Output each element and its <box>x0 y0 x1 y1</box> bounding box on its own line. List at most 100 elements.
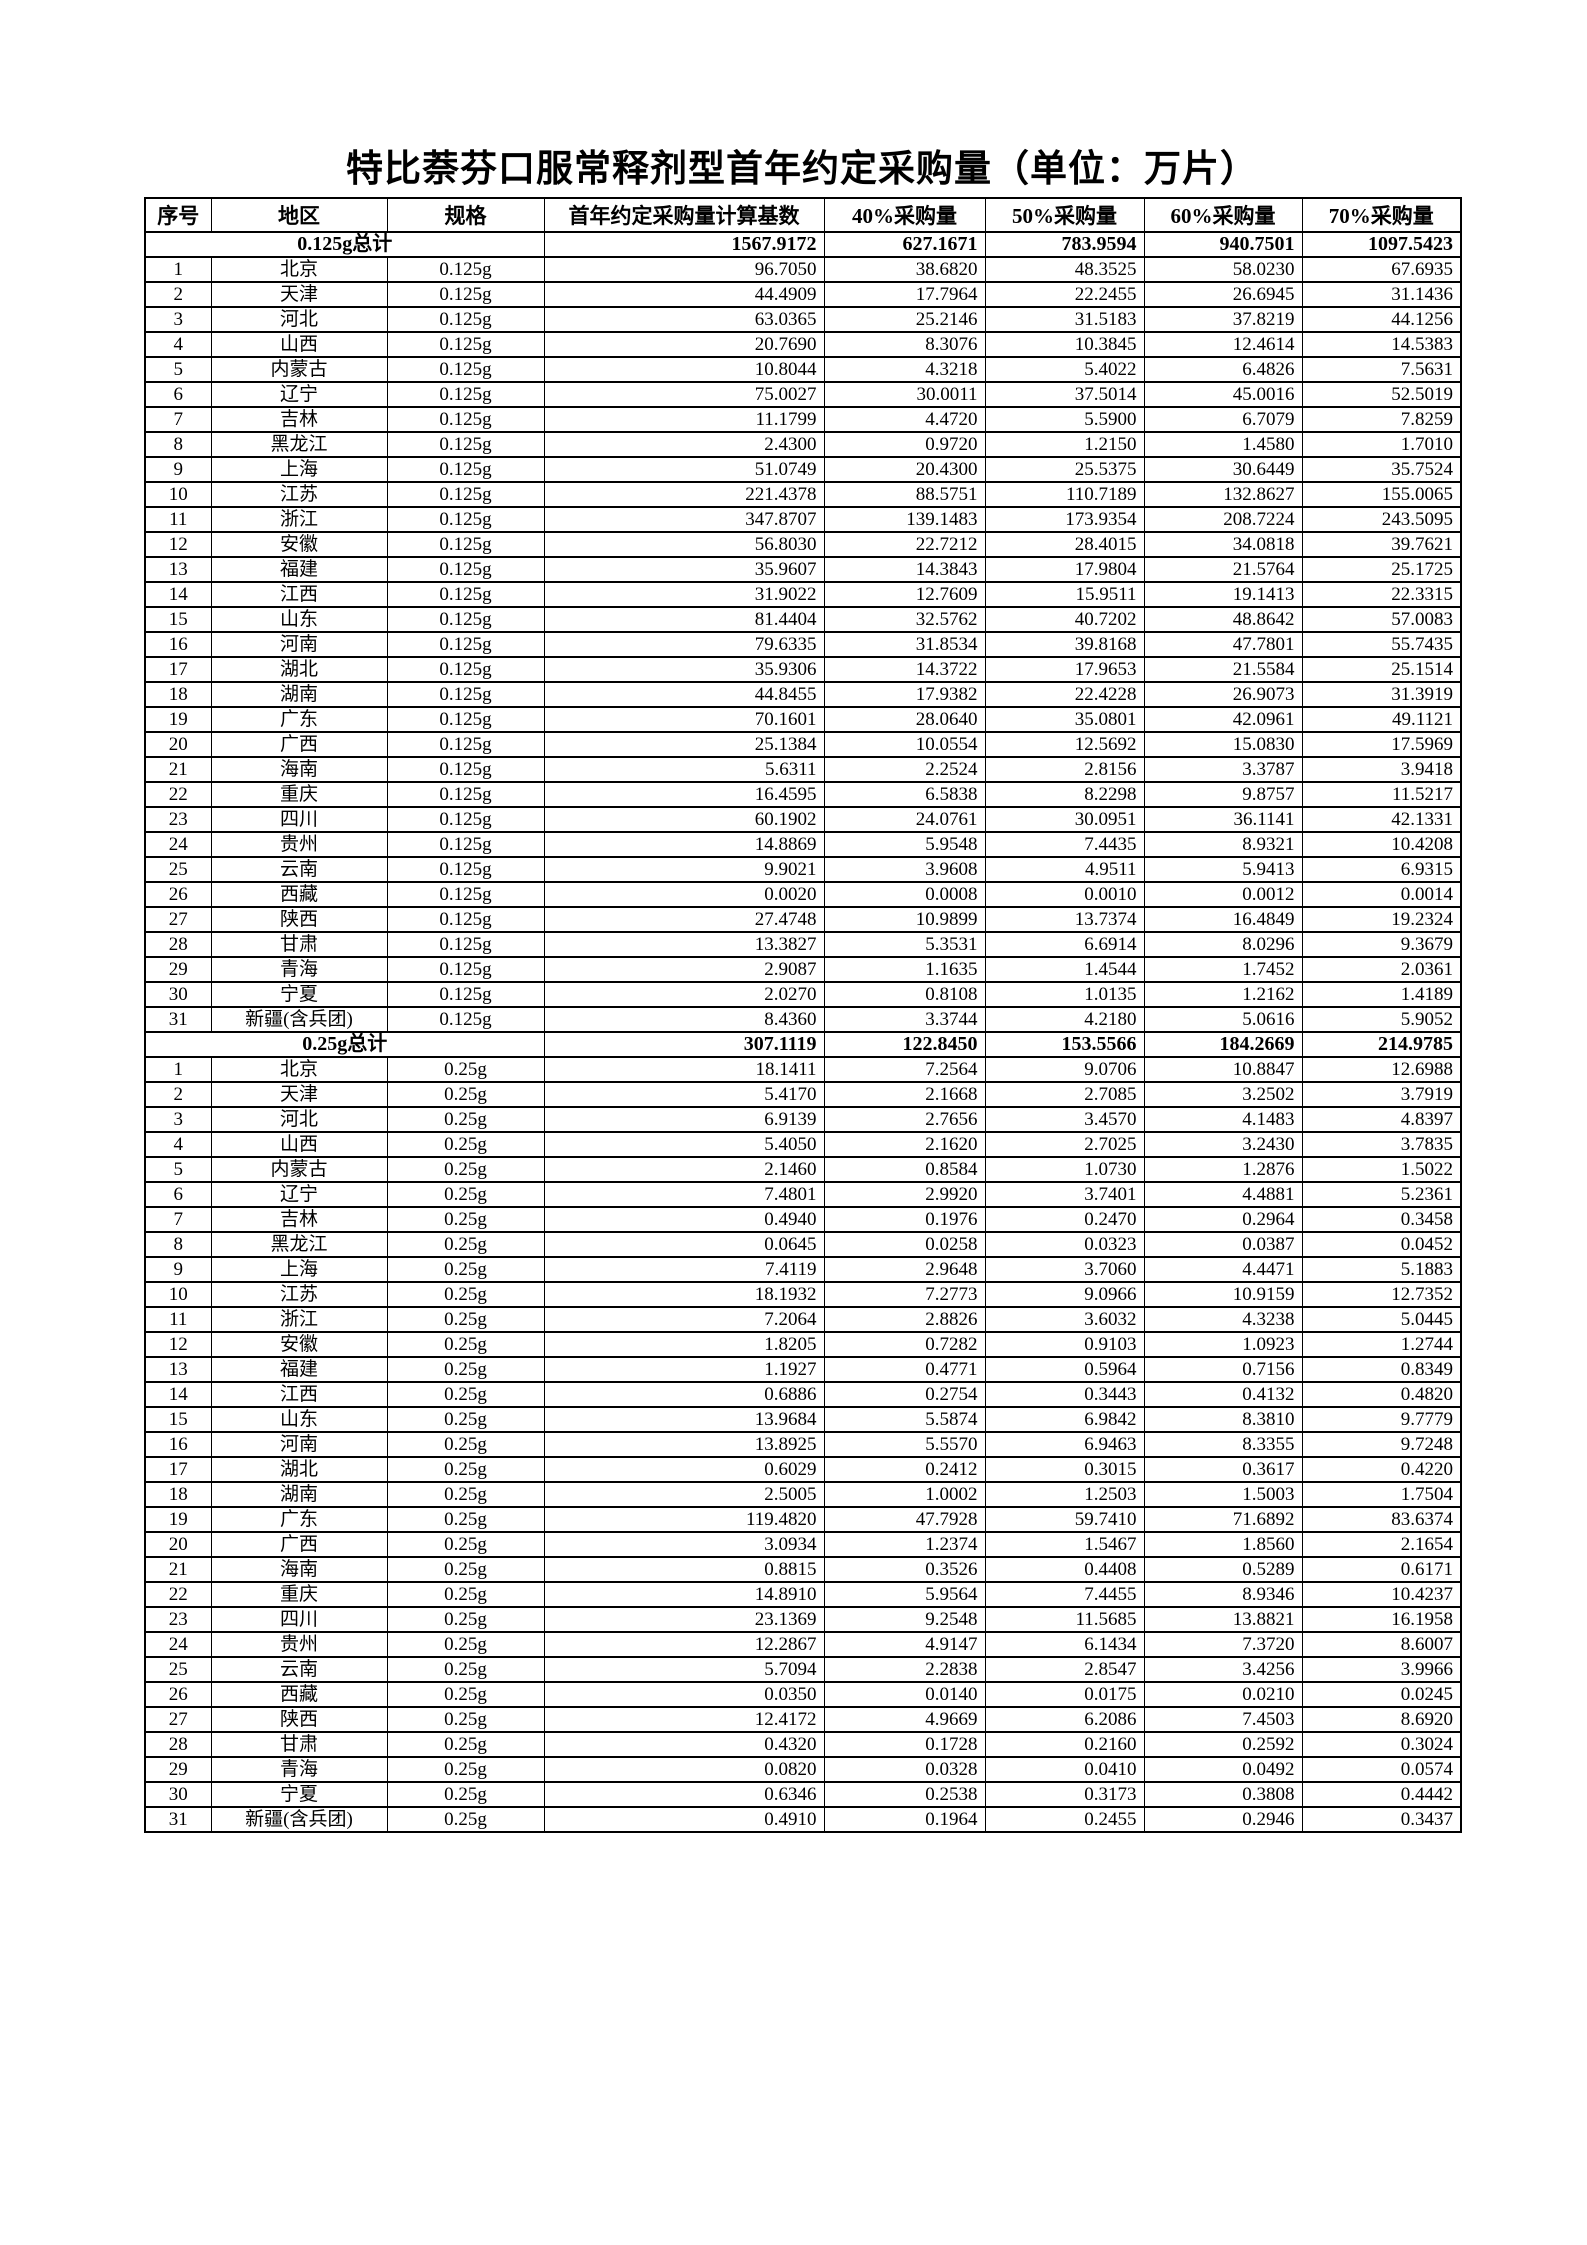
cell-60pct: 0.0387 <box>1143 1231 1303 1258</box>
cell-spec: 0.25g <box>386 1781 545 1808</box>
cell-seq: 20 <box>144 1531 212 1558</box>
cell-70pct: 0.0574 <box>1301 1756 1462 1783</box>
cell-50pct: 0.2455 <box>984 1806 1145 1833</box>
summary-value: 1567.9172 <box>543 231 825 258</box>
cell-seq: 22 <box>144 1581 212 1608</box>
cell-40pct: 139.1483 <box>823 506 986 533</box>
cell-40pct: 0.1964 <box>823 1806 986 1833</box>
cell-spec: 0.125g <box>386 806 545 833</box>
cell-region: 安徽 <box>210 1331 388 1358</box>
cell-50pct: 11.5685 <box>984 1606 1145 1633</box>
cell-base-qty: 0.8815 <box>543 1556 825 1583</box>
summary-value: 783.9594 <box>984 231 1145 258</box>
cell-spec: 0.25g <box>386 1681 545 1708</box>
cell-40pct: 1.2374 <box>823 1531 986 1558</box>
cell-70pct: 0.0452 <box>1301 1231 1462 1258</box>
cell-seq: 3 <box>144 306 212 333</box>
cell-50pct: 0.3443 <box>984 1381 1145 1408</box>
cell-base-qty: 51.0749 <box>543 456 825 483</box>
cell-50pct: 0.2470 <box>984 1206 1145 1233</box>
table-row: 13 福建 0.25g 1.1927 0.4771 0.5964 0.7156 0.8349 <box>144 1356 1462 1383</box>
cell-60pct: 19.1413 <box>1143 581 1303 608</box>
cell-40pct: 8.3076 <box>823 331 986 358</box>
cell-region: 吉林 <box>210 1206 388 1233</box>
cell-70pct: 42.1331 <box>1301 806 1462 833</box>
cell-seq: 24 <box>144 1631 212 1658</box>
cell-70pct: 2.0361 <box>1301 956 1462 983</box>
cell-spec: 0.25g <box>386 1231 545 1258</box>
cell-60pct: 6.4826 <box>1143 356 1303 383</box>
cell-base-qty: 5.4170 <box>543 1081 825 1108</box>
cell-seq: 22 <box>144 781 212 808</box>
cell-40pct: 28.0640 <box>823 706 986 733</box>
cell-region: 新疆(含兵团) <box>210 1806 388 1833</box>
header-cell: 40%采购量 <box>823 197 986 233</box>
cell-40pct: 0.3526 <box>823 1556 986 1583</box>
cell-70pct: 16.1958 <box>1301 1606 1462 1633</box>
cell-40pct: 1.0002 <box>823 1481 986 1508</box>
cell-seq: 28 <box>144 931 212 958</box>
table-row: 29 青海 0.25g 0.0820 0.0328 0.0410 0.0492 0.0574 <box>144 1756 1462 1783</box>
cell-region: 辽宁 <box>210 1181 388 1208</box>
table-row: 28 甘肃 0.125g 13.3827 5.3531 6.6914 8.0296 9.367… <box>144 931 1462 958</box>
cell-seq: 28 <box>144 1731 212 1758</box>
cell-40pct: 3.3744 <box>823 1006 986 1033</box>
cell-spec: 0.125g <box>386 881 545 908</box>
cell-region: 北京 <box>210 256 388 283</box>
cell-seq: 2 <box>144 281 212 308</box>
cell-seq: 6 <box>144 1181 212 1208</box>
cell-50pct: 1.0135 <box>984 981 1145 1008</box>
cell-spec: 0.25g <box>386 1356 545 1383</box>
cell-40pct: 4.4720 <box>823 406 986 433</box>
cell-70pct: 22.3315 <box>1301 581 1462 608</box>
cell-60pct: 4.4881 <box>1143 1181 1303 1208</box>
cell-region: 安徽 <box>210 531 388 558</box>
table-row: 18 湖南 0.125g 44.8455 17.9382 22.4228 26.9073 31… <box>144 681 1462 708</box>
cell-40pct: 32.5762 <box>823 606 986 633</box>
cell-base-qty: 0.4910 <box>543 1806 825 1833</box>
cell-spec: 0.25g <box>386 1806 545 1833</box>
cell-50pct: 0.0410 <box>984 1756 1145 1783</box>
cell-50pct: 0.5964 <box>984 1356 1145 1383</box>
cell-spec: 0.125g <box>386 631 545 658</box>
cell-50pct: 5.5900 <box>984 406 1145 433</box>
cell-60pct: 0.3617 <box>1143 1456 1303 1483</box>
table-row: 5 内蒙古 0.125g 10.8044 4.3218 5.4022 6.4826 7.563… <box>144 356 1462 383</box>
cell-40pct: 31.8534 <box>823 631 986 658</box>
cell-60pct: 8.3355 <box>1143 1431 1303 1458</box>
cell-70pct: 0.0014 <box>1301 881 1462 908</box>
cell-50pct: 2.7025 <box>984 1131 1145 1158</box>
cell-region: 吉林 <box>210 406 388 433</box>
cell-40pct: 47.7928 <box>823 1506 986 1533</box>
cell-60pct: 10.8847 <box>1143 1056 1303 1083</box>
cell-seq: 1 <box>144 256 212 283</box>
cell-60pct: 47.7801 <box>1143 631 1303 658</box>
cell-seq: 9 <box>144 456 212 483</box>
cell-70pct: 9.3679 <box>1301 931 1462 958</box>
table-row: 14 江西 0.125g 31.9022 12.7609 15.9511 19.1413 22… <box>144 581 1462 608</box>
cell-40pct: 10.0554 <box>823 731 986 758</box>
table-row: 24 贵州 0.125g 14.8869 5.9548 7.4435 8.9321 10.42… <box>144 831 1462 858</box>
cell-spec: 0.125g <box>386 431 545 458</box>
cell-40pct: 0.0140 <box>823 1681 986 1708</box>
cell-seq: 16 <box>144 631 212 658</box>
cell-50pct: 5.4022 <box>984 356 1145 383</box>
cell-40pct: 7.2773 <box>823 1281 986 1308</box>
cell-40pct: 1.1635 <box>823 956 986 983</box>
cell-50pct: 22.2455 <box>984 281 1145 308</box>
cell-seq: 10 <box>144 481 212 508</box>
cell-40pct: 24.0761 <box>823 806 986 833</box>
cell-spec: 0.125g <box>386 531 545 558</box>
cell-region: 湖南 <box>210 681 388 708</box>
cell-base-qty: 13.9684 <box>543 1406 825 1433</box>
cell-region: 四川 <box>210 1606 388 1633</box>
cell-60pct: 71.6892 <box>1143 1506 1303 1533</box>
cell-spec: 0.125g <box>386 931 545 958</box>
cell-region: 黑龙江 <box>210 431 388 458</box>
cell-base-qty: 221.4378 <box>543 481 825 508</box>
cell-40pct: 6.5838 <box>823 781 986 808</box>
cell-40pct: 2.2524 <box>823 756 986 783</box>
table-row: 31 新疆(含兵团) 0.25g 0.4910 0.1964 0.2455 0.2946 0.… <box>144 1806 1462 1833</box>
cell-base-qty: 20.7690 <box>543 331 825 358</box>
cell-region: 湖北 <box>210 656 388 683</box>
